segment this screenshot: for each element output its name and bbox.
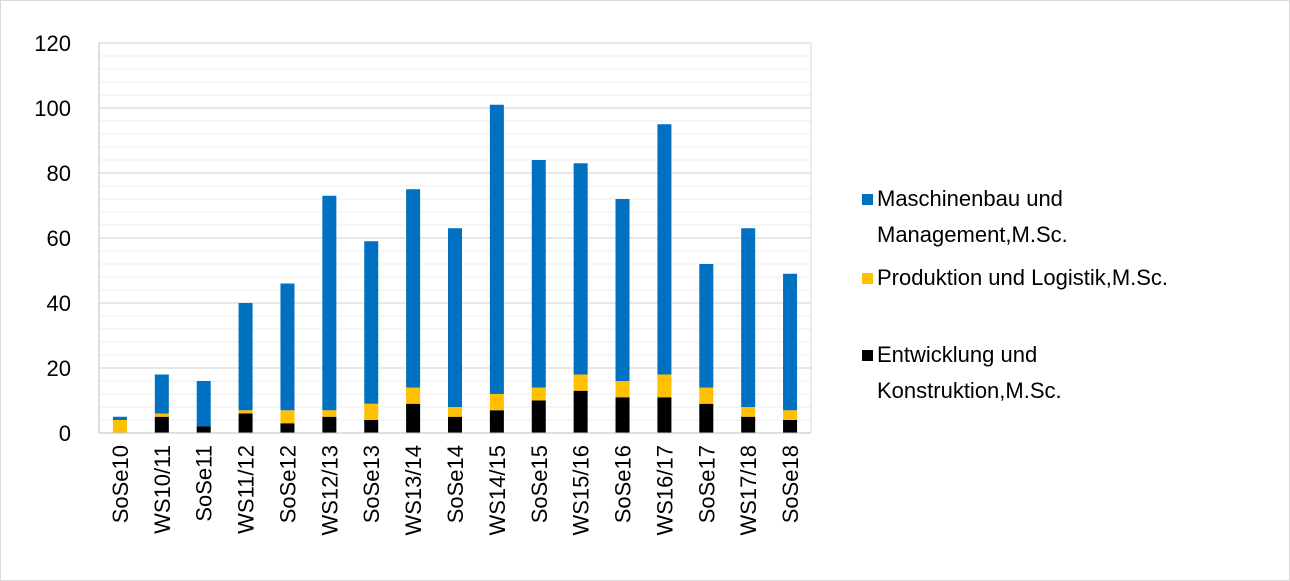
bar-segment bbox=[741, 416, 756, 433]
bar-segment bbox=[406, 189, 421, 388]
bar-segment bbox=[741, 407, 756, 417]
y-tick-label: 20 bbox=[47, 356, 71, 381]
bar-segment bbox=[573, 390, 588, 433]
bar-segment bbox=[364, 241, 379, 404]
bar-segment bbox=[238, 410, 253, 414]
legend-label: Management,M.Sc. bbox=[877, 222, 1068, 247]
bar-segment bbox=[322, 195, 337, 411]
bar-segment bbox=[406, 387, 421, 404]
bar-segment bbox=[364, 420, 379, 433]
x-tick-label: WS11/12 bbox=[234, 445, 259, 534]
x-tick-label: WS10/11 bbox=[150, 445, 175, 534]
x-tick-label: SoSe18 bbox=[778, 445, 803, 523]
legend-label: Konstruktion,M.Sc. bbox=[877, 378, 1062, 403]
bars bbox=[112, 104, 798, 433]
x-tick-label: SoSe15 bbox=[527, 445, 552, 523]
bar-segment bbox=[489, 410, 504, 433]
x-tick-label: SoSe14 bbox=[443, 445, 468, 523]
x-tick-label: SoSe10 bbox=[108, 445, 133, 523]
bar-segment bbox=[531, 400, 546, 433]
y-tick-label: 100 bbox=[34, 96, 71, 121]
bar-segment bbox=[615, 199, 630, 381]
bar-segment bbox=[699, 403, 714, 433]
bar-segment bbox=[699, 387, 714, 404]
x-tick-label: SoSe11 bbox=[192, 445, 217, 522]
y-tick-label: 80 bbox=[47, 161, 71, 186]
bar-segment bbox=[783, 273, 798, 411]
legend-swatch bbox=[862, 194, 873, 205]
x-tick-label: WS14/15 bbox=[485, 445, 510, 536]
legend-entry: Maschinenbau und Management,M.Sc. bbox=[862, 186, 1068, 247]
bar-segment bbox=[573, 374, 588, 391]
y-tick-label: 120 bbox=[34, 31, 71, 56]
bar-segment bbox=[154, 374, 169, 414]
bar-segment bbox=[448, 407, 462, 417]
bar-segment bbox=[615, 381, 630, 398]
x-tick-label: WS16/17 bbox=[652, 445, 677, 536]
legend-entry: Produktion und Logistik,M.Sc. bbox=[862, 265, 1168, 290]
y-axis-tick-labels: 0 20 40 60 80 100 120 bbox=[34, 31, 71, 446]
bar-segment bbox=[448, 228, 462, 407]
bar-segment bbox=[573, 163, 588, 375]
bar-segment bbox=[406, 403, 421, 433]
legend: Maschinenbau und Management,M.Sc. Produkti… bbox=[862, 186, 1168, 403]
legend-swatch bbox=[862, 350, 873, 361]
x-tick-label: SoSe13 bbox=[359, 445, 384, 523]
y-tick-label: 0 bbox=[59, 421, 71, 446]
bar-segment bbox=[154, 413, 169, 417]
bar-segment bbox=[783, 410, 798, 420]
bar-segment bbox=[280, 410, 295, 424]
bar-segment bbox=[741, 228, 756, 407]
legend-entry: Entwicklung und Konstruktion,M.Sc. bbox=[862, 342, 1062, 403]
bar-segment bbox=[448, 416, 462, 433]
legend-label: Maschinenbau und bbox=[877, 186, 1063, 211]
x-tick-label: WS15/16 bbox=[569, 445, 594, 536]
bar-segment bbox=[280, 283, 295, 411]
legend-label: Entwicklung und bbox=[877, 342, 1037, 367]
bar-segment bbox=[489, 394, 504, 411]
x-tick-label: WS17/18 bbox=[736, 445, 761, 536]
x-tick-label: WS12/13 bbox=[317, 445, 342, 536]
bar-segment bbox=[322, 410, 337, 417]
x-tick-label: SoSe12 bbox=[275, 445, 300, 523]
bar-segment bbox=[364, 403, 379, 420]
bar-segment bbox=[238, 303, 253, 411]
bar-segment bbox=[615, 397, 630, 433]
y-tick-label: 60 bbox=[47, 226, 71, 251]
bar-segment bbox=[657, 397, 672, 433]
bar-segment bbox=[699, 264, 714, 388]
bar-segment bbox=[238, 413, 253, 433]
y-tick-label: 40 bbox=[47, 291, 71, 316]
bar-segment bbox=[196, 381, 211, 427]
axes bbox=[98, 43, 812, 434]
bar-segment bbox=[531, 387, 546, 401]
bar-segment bbox=[531, 160, 546, 388]
bar-segment bbox=[280, 423, 295, 433]
bar-segment bbox=[322, 416, 337, 433]
bar-segment bbox=[657, 124, 672, 375]
legend-label: Produktion und Logistik,M.Sc. bbox=[877, 265, 1168, 290]
bar-segment bbox=[783, 420, 798, 433]
bar-segment bbox=[112, 416, 127, 420]
legend-swatch bbox=[862, 273, 873, 284]
x-tick-label: SoSe17 bbox=[694, 445, 719, 523]
x-tick-label: WS13/14 bbox=[401, 445, 426, 536]
x-tick-label: SoSe16 bbox=[611, 445, 636, 523]
bar-segment bbox=[196, 426, 211, 433]
x-axis-tick-labels: SoSe10 WS10/11 SoSe11 WS11/12 SoSe12 WS12/13 S… bbox=[108, 445, 803, 536]
bar-segment bbox=[489, 104, 504, 394]
bar-segment bbox=[657, 374, 672, 398]
bar-segment bbox=[154, 416, 169, 433]
bar-segment bbox=[112, 420, 127, 433]
